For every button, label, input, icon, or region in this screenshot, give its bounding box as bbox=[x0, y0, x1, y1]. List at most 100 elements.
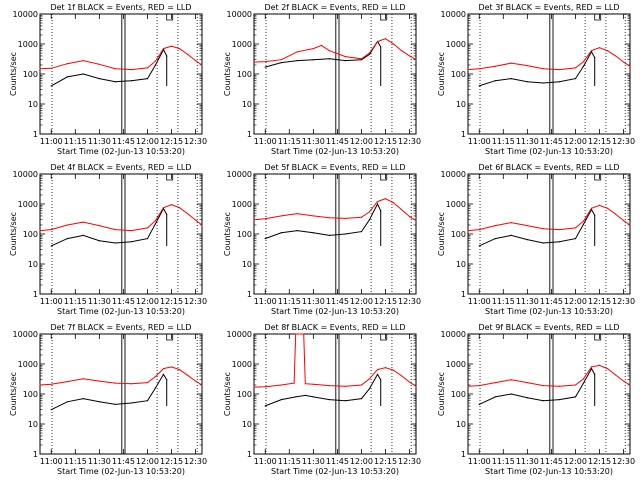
data-point-events bbox=[82, 234, 84, 236]
x-tick-label: 11:30 bbox=[516, 137, 539, 146]
data-point-events bbox=[542, 242, 544, 244]
data-point-events bbox=[304, 394, 306, 396]
attenuator-marker bbox=[594, 174, 602, 181]
data-point-lld bbox=[614, 374, 617, 376]
data-point-events bbox=[582, 382, 585, 384]
y-tick-label: 1 bbox=[247, 130, 252, 139]
data-point-lld bbox=[376, 369, 379, 371]
data-point-lld bbox=[629, 224, 631, 226]
x-tick-label: 11:15 bbox=[492, 297, 515, 306]
y-tick-label: 1000 bbox=[232, 360, 252, 369]
x-tick-label: 11:45 bbox=[326, 297, 349, 306]
data-point-lld bbox=[467, 69, 469, 71]
data-point-events bbox=[264, 66, 266, 68]
x-tick-label: 11:00 bbox=[40, 297, 63, 306]
data-point-events bbox=[368, 388, 371, 390]
y-tick-label: 10000 bbox=[13, 10, 38, 19]
data-point-lld bbox=[542, 385, 544, 387]
data-point-lld bbox=[154, 376, 157, 378]
data-point-lld bbox=[590, 366, 593, 368]
x-tick-label: 12:15 bbox=[588, 457, 611, 466]
data-point-lld bbox=[510, 62, 512, 64]
series-line-events bbox=[265, 40, 382, 68]
x-tick-label: 12:15 bbox=[588, 297, 611, 306]
y-axis-label: Counts/sec bbox=[437, 372, 446, 416]
data-point-lld bbox=[50, 383, 52, 385]
data-point-lld bbox=[408, 216, 411, 218]
data-point-lld bbox=[376, 201, 379, 203]
data-point-lld bbox=[201, 224, 203, 226]
data-point-lld bbox=[606, 207, 609, 209]
panel-8: Det 8f BLACK = Events, RED = LLD 1 10 100 10… bbox=[223, 323, 421, 476]
x-tick-label: 12:15 bbox=[374, 297, 397, 306]
data-point-lld bbox=[328, 217, 330, 219]
data-point-lld bbox=[186, 53, 189, 56]
data-point-events bbox=[146, 400, 149, 402]
data-point-events bbox=[376, 373, 379, 376]
data-point-events bbox=[146, 78, 149, 80]
data-point-lld bbox=[98, 225, 100, 227]
data-point-events bbox=[376, 203, 379, 205]
data-point-lld bbox=[368, 378, 371, 380]
data-point-lld bbox=[526, 381, 528, 384]
data-point-lld bbox=[478, 385, 480, 387]
x-tick-label: 12:15 bbox=[160, 137, 183, 146]
data-point-lld bbox=[526, 225, 528, 227]
data-point-lld bbox=[296, 333, 298, 335]
data-point-lld bbox=[253, 219, 255, 221]
x-tick-label: 12:15 bbox=[374, 457, 397, 466]
data-point-events bbox=[66, 401, 68, 403]
data-point-events bbox=[312, 396, 314, 398]
data-point-events bbox=[98, 401, 100, 403]
data-point-lld bbox=[614, 55, 617, 57]
y-tick-label: 10 bbox=[242, 260, 252, 269]
data-point-lld bbox=[82, 378, 84, 380]
data-point-events bbox=[526, 397, 528, 399]
x-tick-label: 11:45 bbox=[112, 297, 135, 306]
data-point-lld bbox=[510, 221, 512, 224]
panel-1: Det 1f BLACK = Events, RED = LLD 1 10 100 10… bbox=[9, 3, 207, 156]
data-point-lld bbox=[264, 60, 266, 63]
data-point-events bbox=[295, 396, 297, 398]
x-tick-label: 11:30 bbox=[302, 297, 325, 306]
data-point-lld bbox=[146, 227, 149, 229]
data-point-lld bbox=[415, 59, 417, 61]
y-tick-label: 1000 bbox=[446, 200, 466, 209]
data-point-events bbox=[280, 61, 282, 64]
data-point-lld bbox=[526, 65, 528, 67]
x-tick-label: 11:15 bbox=[64, 297, 87, 306]
data-point-lld bbox=[304, 383, 306, 385]
x-tick-label: 11:30 bbox=[88, 457, 111, 466]
data-point-events bbox=[494, 238, 496, 240]
y-tick-label: 1 bbox=[247, 290, 252, 299]
data-point-events bbox=[280, 232, 282, 234]
data-point-events bbox=[344, 233, 347, 235]
x-tick-label: 11:00 bbox=[254, 137, 277, 146]
data-point-lld bbox=[130, 229, 133, 232]
y-tick-label: 10000 bbox=[227, 170, 252, 179]
x-tick-label: 11:30 bbox=[88, 137, 111, 146]
y-tick-label: 100 bbox=[237, 70, 252, 79]
data-point-lld bbox=[494, 225, 496, 227]
data-point-lld bbox=[162, 207, 165, 209]
data-point-events bbox=[510, 78, 512, 80]
data-point-lld bbox=[384, 38, 387, 40]
y-tick-label: 1 bbox=[461, 450, 466, 459]
data-point-events bbox=[574, 78, 577, 80]
data-point-lld bbox=[186, 212, 189, 215]
y-tick-label: 1 bbox=[33, 450, 38, 459]
data-point-events bbox=[328, 58, 330, 60]
data-point-lld bbox=[50, 67, 52, 69]
data-point-events bbox=[98, 78, 100, 80]
x-tick-label: 12:00 bbox=[136, 457, 159, 466]
data-point-events bbox=[478, 245, 480, 247]
y-tick-label: 1000 bbox=[18, 360, 38, 369]
data-point-lld bbox=[312, 383, 314, 385]
y-tick-label: 100 bbox=[451, 230, 466, 239]
data-point-lld bbox=[280, 384, 282, 386]
series-line-events bbox=[50, 48, 168, 87]
data-point-events bbox=[154, 223, 157, 225]
data-point-events bbox=[312, 232, 314, 234]
data-point-lld bbox=[170, 45, 173, 47]
series-line-events bbox=[265, 202, 382, 240]
